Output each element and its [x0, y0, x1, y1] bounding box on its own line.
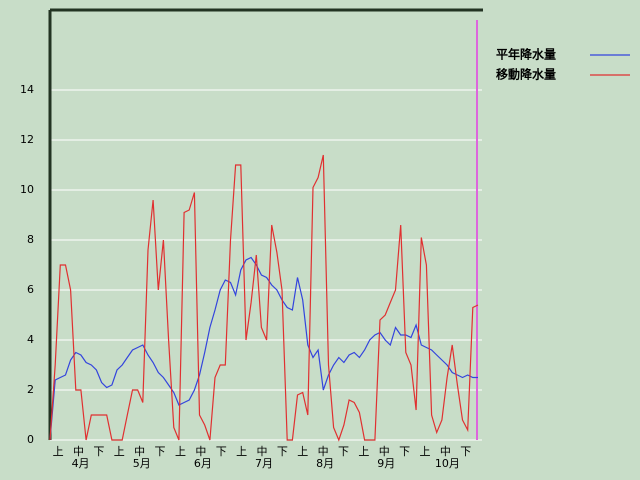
x-tick-label: 上: [114, 445, 125, 458]
month-label: 5月: [133, 457, 151, 470]
y-tick-label: 6: [27, 283, 34, 296]
x-tick-label: 下: [155, 445, 166, 458]
y-tick-label: 0: [27, 433, 34, 446]
x-tick-label: 下: [399, 445, 410, 458]
month-label: 7月: [255, 457, 273, 470]
y-tick-label: 12: [20, 133, 34, 146]
x-tick-label: 上: [53, 445, 64, 458]
legend-label: 平年降水量: [496, 47, 556, 62]
legend-label: 移動降水量: [496, 67, 556, 82]
series-line: [49, 256, 478, 441]
month-label: 4月: [72, 457, 90, 470]
x-tick-label: 中: [73, 445, 84, 458]
month-label: 6月: [194, 457, 212, 470]
x-tick-label: 中: [256, 445, 267, 458]
x-tick-label: 下: [460, 445, 471, 458]
x-tick-label: 中: [379, 445, 390, 458]
y-tick-label: 10: [20, 183, 34, 196]
x-tick-label: 下: [216, 445, 227, 458]
series-line: [49, 154, 479, 442]
month-label: 8月: [316, 457, 334, 470]
x-tick-label: 中: [440, 445, 451, 458]
y-tick-label: 8: [27, 233, 34, 246]
x-tick-label: 下: [338, 445, 349, 458]
month-label: 9月: [377, 457, 395, 470]
y-tick-label: 2: [27, 383, 34, 396]
y-tick-label: 4: [27, 333, 34, 346]
x-tick-label: 下: [277, 445, 288, 458]
x-tick-label: 上: [358, 445, 369, 458]
x-tick-label: 上: [236, 445, 247, 458]
month-label: 10月: [435, 457, 460, 470]
x-tick-label: 上: [420, 445, 431, 458]
x-tick-label: 下: [93, 445, 104, 458]
x-tick-label: 上: [297, 445, 308, 458]
x-tick-label: 中: [195, 445, 206, 458]
x-tick-label: 中: [134, 445, 145, 458]
x-tick-label: 中: [318, 445, 329, 458]
y-tick-label: 14: [20, 83, 34, 96]
x-tick-label: 上: [175, 445, 186, 458]
